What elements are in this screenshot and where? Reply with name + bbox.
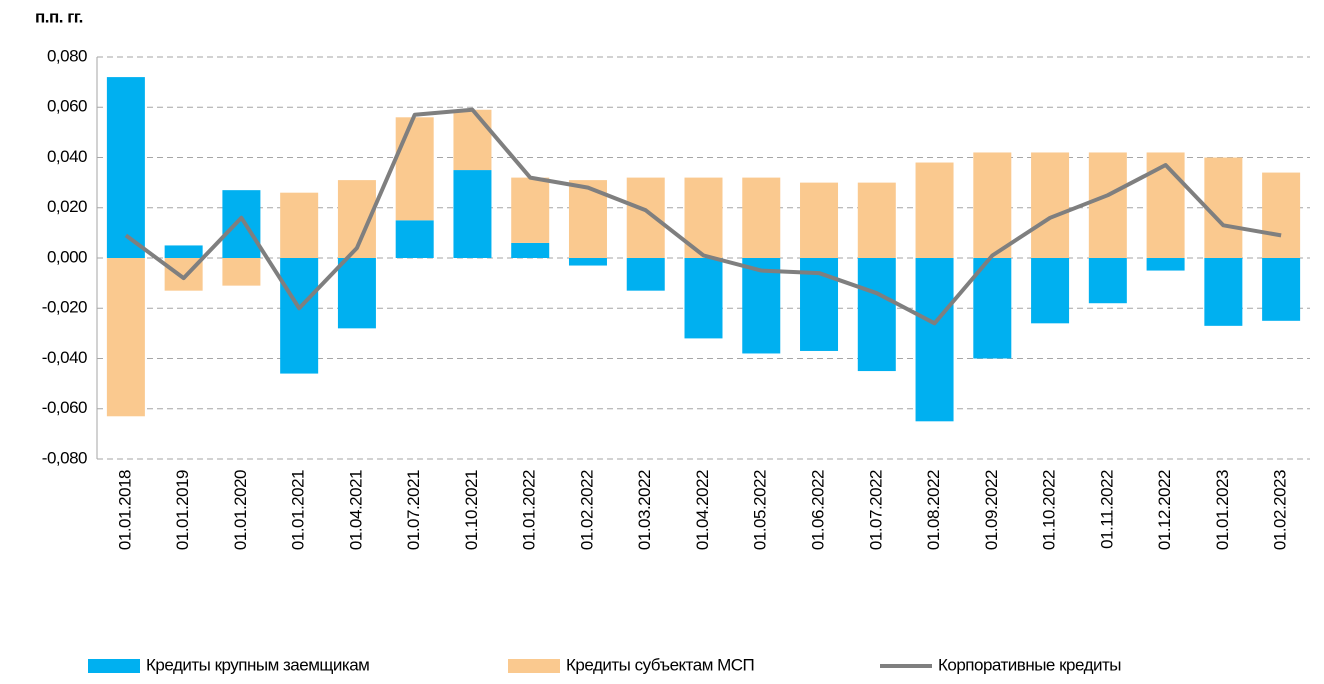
bar <box>915 162 954 258</box>
bar <box>395 117 434 221</box>
bar <box>857 182 896 258</box>
legend-swatch <box>508 659 560 673</box>
x-tick-label: 01.06.2022 <box>809 470 828 550</box>
y-tick-label: -0,040 <box>42 348 87 367</box>
bar <box>395 220 434 258</box>
bar <box>742 177 781 258</box>
y-axis-label: п.п. гг. <box>35 7 83 26</box>
y-tick-label: -0,020 <box>42 298 87 317</box>
bar <box>222 190 261 258</box>
bar <box>453 109 492 171</box>
bar <box>1262 258 1301 321</box>
bar <box>1146 258 1185 271</box>
x-tick-label: 01.09.2022 <box>982 470 1001 550</box>
x-tick-label: 01.01.2021 <box>289 470 308 550</box>
x-tick-label: 01.12.2022 <box>1155 470 1174 550</box>
bar <box>742 258 781 354</box>
bar <box>973 258 1012 359</box>
legend-label: Кредиты крупным заемщикам <box>146 655 369 674</box>
bar <box>280 192 319 258</box>
bar <box>857 258 896 372</box>
x-tick-label: 01.04.2022 <box>693 470 712 550</box>
bar <box>626 258 665 291</box>
bar <box>453 170 492 258</box>
bar <box>915 258 954 422</box>
bar <box>511 242 550 258</box>
y-tick-label: -0,080 <box>42 448 87 467</box>
bar <box>973 152 1012 258</box>
x-tick-label: 01.02.2022 <box>577 470 596 550</box>
y-tick-label: 0,040 <box>47 147 87 166</box>
bar <box>106 77 145 258</box>
x-tick-label: 01.02.2023 <box>1271 470 1290 550</box>
x-tick-label: 01.04.2021 <box>346 470 365 550</box>
bar <box>280 258 319 374</box>
x-tick-label: 01.01.2023 <box>1213 470 1232 550</box>
bar <box>164 245 203 258</box>
x-tick-label: 01.01.2018 <box>115 470 134 550</box>
x-tick-label: 01.01.2022 <box>520 470 539 550</box>
y-tick-label: 0,080 <box>47 46 87 65</box>
bar <box>106 258 145 417</box>
bar <box>1088 152 1127 258</box>
bar <box>1204 258 1243 326</box>
bar <box>626 177 665 258</box>
y-tick-label: 0,020 <box>47 197 87 216</box>
x-tick-label: 01.10.2021 <box>462 470 481 550</box>
x-tick-label: 01.01.2020 <box>231 470 250 550</box>
x-tick-label: 01.07.2021 <box>404 470 423 550</box>
bar <box>511 177 550 243</box>
x-tick-label: 01.11.2022 <box>1097 470 1116 549</box>
x-tick-label: 01.08.2022 <box>924 470 943 550</box>
x-tick-label: 01.01.2019 <box>173 470 192 550</box>
y-tick-label: 0,060 <box>47 97 87 116</box>
x-tick-label: 01.07.2022 <box>866 470 885 550</box>
bar <box>1204 157 1243 258</box>
legend-label: Корпоративные кредиты <box>938 655 1121 674</box>
line <box>124 107 1282 326</box>
bar <box>1088 258 1127 304</box>
bar <box>1146 152 1185 258</box>
bar <box>1262 172 1301 258</box>
x-tick-label: 01.10.2022 <box>1040 470 1059 550</box>
y-tick-label: -0,060 <box>42 398 87 417</box>
bar <box>1031 152 1070 258</box>
x-tick-label: 01.05.2022 <box>751 470 770 550</box>
legend-swatch <box>88 659 140 673</box>
bar <box>800 182 839 258</box>
bar <box>1031 258 1070 324</box>
bar <box>684 258 723 339</box>
y-tick-label: 0,000 <box>47 247 87 266</box>
bar <box>222 258 261 286</box>
legend-label: Кредиты субъектам МСП <box>566 655 754 674</box>
bar <box>337 258 376 329</box>
bar <box>568 258 607 266</box>
x-tick-label: 01.03.2022 <box>635 470 654 550</box>
